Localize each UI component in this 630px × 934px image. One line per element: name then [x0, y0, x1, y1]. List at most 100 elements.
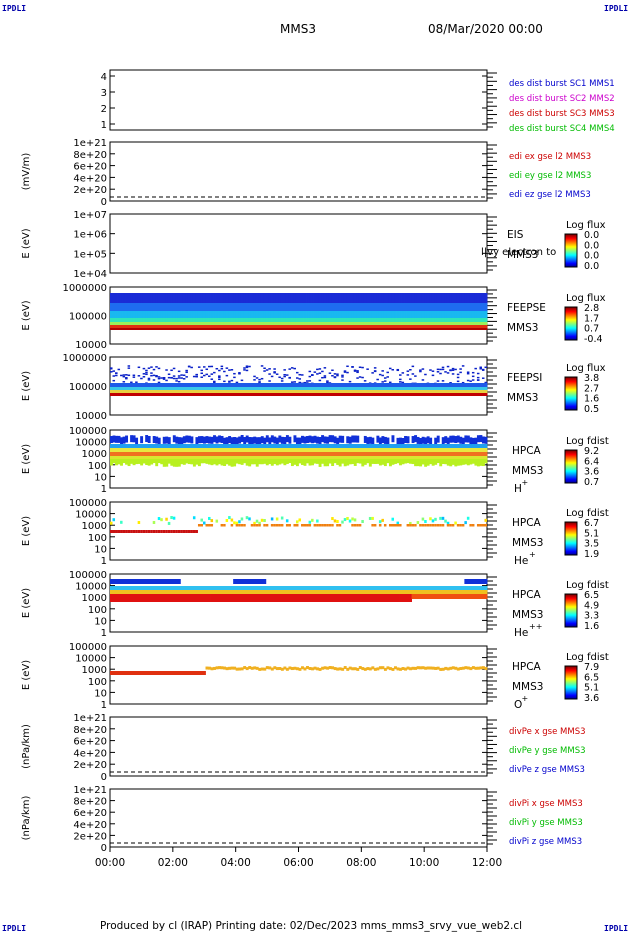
spectrogram-cell — [373, 303, 377, 311]
colorbar-tick-label: 3.3 — [584, 611, 599, 622]
colorbar-cell — [565, 550, 577, 552]
spectrogram-cell — [208, 311, 211, 318]
spectrogram-cell — [215, 586, 219, 590]
spectrogram-cell — [243, 666, 247, 670]
colorbar-cell — [565, 250, 577, 252]
y-tick-label: 1 — [101, 120, 107, 131]
spectrogram-cell — [351, 586, 355, 590]
spectrogram-cell — [391, 452, 395, 456]
spectrogram-cell — [243, 448, 247, 452]
spectrogram-cell — [444, 293, 448, 303]
spectrogram-cell — [117, 383, 121, 387]
spectrogram-cell — [235, 318, 239, 322]
spectrogram-cell — [225, 387, 229, 390]
spectrogram-cell — [431, 594, 435, 599]
spectrogram-cell — [145, 456, 149, 459]
spectrogram-cell — [122, 328, 126, 330]
spectrogram-cell — [378, 524, 382, 527]
spectrogram-cell — [260, 586, 264, 590]
spectrogram-cell — [290, 293, 294, 303]
spectrogram-cell — [288, 393, 292, 396]
spectrogram-cell — [243, 437, 247, 445]
spectrogram-cell — [298, 594, 302, 602]
spectrogram-cell — [280, 456, 284, 459]
spectrogram-cell — [155, 436, 159, 444]
y-tick-label: 100 — [88, 533, 107, 544]
spectrogram-cell — [270, 459, 274, 466]
spectrogram-cell — [117, 393, 121, 396]
colorbar-cell — [565, 470, 577, 472]
spectrogram-cell — [197, 293, 201, 303]
spectrogram-cell — [218, 376, 221, 379]
spectrogram-cell — [192, 383, 196, 387]
spectrogram-cell — [316, 328, 320, 330]
colorbar-cell — [565, 325, 577, 327]
spectrogram-cell — [288, 459, 292, 464]
spectrogram-cell — [461, 452, 465, 456]
spectrogram-cell — [474, 328, 478, 330]
spectrogram-cell — [120, 303, 123, 311]
spectrogram-cell — [454, 456, 458, 459]
spectrogram-cell — [466, 293, 470, 303]
spectrogram-cell — [270, 590, 274, 594]
spectrogram-cell — [230, 311, 234, 318]
spectrogram-cell — [358, 322, 362, 325]
spectrogram-cell — [248, 448, 252, 452]
spectrogram-cell — [386, 459, 390, 464]
spectrogram-cell — [160, 590, 164, 594]
spectrogram-cell — [363, 590, 367, 594]
spectrogram-cell — [160, 671, 164, 675]
spectrogram-cell — [394, 456, 397, 459]
spectrogram-cell — [301, 325, 304, 328]
spectrogram-cell — [419, 325, 423, 328]
spectrogram-cell — [208, 590, 211, 594]
spectrogram-cell — [115, 390, 118, 393]
spectrogram-cell — [373, 293, 377, 303]
spectrogram-cell — [205, 318, 209, 322]
spectrogram-cell — [253, 521, 256, 525]
spectrogram-cell — [451, 387, 455, 390]
spectrogram-cell — [253, 379, 256, 381]
spectrogram-cell — [363, 456, 367, 459]
spectrogram-cell — [150, 303, 154, 311]
spectrogram-cell — [127, 590, 131, 594]
spectrogram-cell — [182, 444, 186, 448]
spectrogram-cell — [421, 456, 425, 459]
spectrogram-cell — [459, 393, 463, 396]
spectrogram-cell — [346, 303, 350, 311]
spectrogram-cell — [205, 456, 209, 459]
colorbar-tick-label: 0.7 — [584, 324, 599, 335]
colorbar-cell — [565, 310, 577, 312]
spectrogram-cell — [346, 328, 350, 330]
spectrogram-cell — [318, 444, 322, 448]
spectrogram-cell — [419, 586, 423, 590]
spectrogram-cell — [248, 393, 252, 396]
spectrogram-cell — [295, 524, 299, 527]
spectrogram-cell — [321, 435, 325, 443]
spectrogram-cell — [376, 325, 380, 328]
spectrogram-cell — [182, 378, 186, 380]
spectrogram-cell — [172, 586, 176, 590]
spectrogram-cell — [215, 590, 219, 594]
panel-feepse — [109, 286, 578, 345]
spectrogram-cell — [210, 459, 214, 466]
spectrogram-cell — [356, 444, 360, 448]
spectrogram-cell — [444, 594, 448, 599]
colorbar-cell — [565, 540, 577, 542]
spectrogram-cell — [137, 590, 141, 594]
spectrogram-cell — [321, 293, 325, 303]
spectrogram-cell — [419, 387, 423, 390]
spectrogram-cell — [429, 437, 433, 445]
spectrogram-cell — [356, 322, 360, 325]
spectrogram-cell — [311, 318, 314, 322]
colorbar-cell — [565, 390, 577, 392]
spectrogram-cell — [200, 372, 203, 375]
spectrogram-cell — [436, 322, 440, 325]
spectrogram-cell — [308, 375, 312, 378]
spectrogram-cell — [303, 586, 307, 590]
spectrogram-cell — [424, 448, 428, 452]
spectrogram-cell — [270, 325, 274, 328]
spectrogram-cell — [208, 448, 211, 452]
spectrogram-cell — [290, 311, 294, 318]
spectrogram-cell — [112, 456, 116, 459]
